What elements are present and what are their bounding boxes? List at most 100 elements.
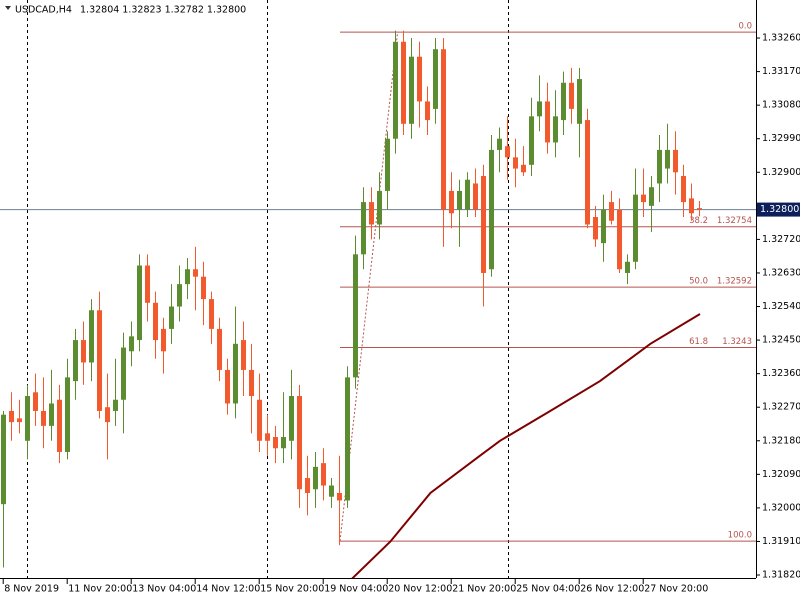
candle-body xyxy=(633,194,638,262)
candle-body xyxy=(481,176,486,273)
candle-body xyxy=(385,138,390,191)
candle-body xyxy=(1,414,6,505)
candle-body xyxy=(369,202,374,225)
candle-body xyxy=(553,116,558,143)
candle-body xyxy=(281,437,286,449)
candle-body xyxy=(145,265,150,303)
fib-ratio-label: 100.0 xyxy=(728,531,752,541)
candle-body xyxy=(569,82,574,109)
candle-body xyxy=(49,403,54,426)
candle-body xyxy=(41,410,46,426)
x-tick-label: 27 Nov 20:00 xyxy=(644,584,708,595)
candle-body xyxy=(297,396,302,490)
candle-body xyxy=(329,485,334,497)
candle-body xyxy=(377,190,382,225)
ohlc-label: 1.32804 1.32823 1.32782 1.32800 xyxy=(80,5,246,16)
candle-body xyxy=(449,190,454,214)
candle-body xyxy=(601,209,606,244)
candle-body xyxy=(561,82,566,121)
candle-body xyxy=(129,336,134,352)
candle-body xyxy=(169,306,174,329)
candle-body xyxy=(217,328,222,370)
candle-body xyxy=(153,302,158,341)
y-tick-label: 1.32720 xyxy=(762,234,800,245)
x-tick-label: 25 Nov 04:00 xyxy=(516,584,580,595)
candle-body xyxy=(425,101,430,121)
candle-body xyxy=(577,79,582,124)
candle-body xyxy=(521,164,526,173)
candle-body xyxy=(321,463,326,486)
candle-body xyxy=(641,194,646,203)
candle-body xyxy=(529,116,534,165)
candle-body xyxy=(457,190,462,210)
fib-price-label: 1.32592 xyxy=(717,277,752,287)
candle-body xyxy=(25,396,30,441)
y-tick-label: 1.32990 xyxy=(762,133,800,144)
current-price-label: 1.32800 xyxy=(760,204,799,215)
candle-body xyxy=(17,418,22,423)
candle-body xyxy=(689,198,694,214)
y-tick-label: 1.32360 xyxy=(762,368,800,379)
fib-price-label: 1.3243 xyxy=(722,337,752,347)
candle-body xyxy=(345,377,350,501)
candle-body xyxy=(537,101,542,117)
y-tick-label: 1.33170 xyxy=(762,66,800,77)
candle-body xyxy=(121,347,126,400)
candle-body xyxy=(97,310,102,411)
candle-body xyxy=(513,157,518,169)
y-tick-label: 1.31820 xyxy=(762,570,800,581)
candle-body xyxy=(409,56,414,124)
y-tick-label: 1.32270 xyxy=(762,402,800,413)
moving-average xyxy=(351,313,701,578)
plot-area: 0.0 1.32754 38.2 1.32592 50.0 1.3243 61.8 100.0 xyxy=(0,22,756,578)
candle-body xyxy=(393,41,398,139)
candle-body xyxy=(273,437,278,449)
candle-body xyxy=(497,138,502,150)
candle-body xyxy=(137,265,142,341)
x-tick-label: 20 Nov 12:00 xyxy=(388,584,452,595)
candle-body xyxy=(625,261,630,273)
candle-body xyxy=(225,369,230,404)
candle-body xyxy=(249,369,254,397)
candle-body xyxy=(649,187,654,206)
candle-body xyxy=(73,340,78,382)
candle-body xyxy=(313,466,318,490)
candle-body xyxy=(465,179,470,210)
candle-body xyxy=(193,269,198,277)
candle-body xyxy=(697,208,702,210)
candle-body xyxy=(441,49,446,210)
candle-body xyxy=(289,396,294,441)
fib-ratio-label: 61.8 xyxy=(689,337,708,347)
candle-body xyxy=(81,340,86,363)
candle-body xyxy=(33,392,38,411)
x-tick-label: 19 Nov 04:00 xyxy=(324,584,388,595)
candle-body xyxy=(657,149,662,184)
x-tick-label: 21 Nov 20:00 xyxy=(452,584,516,595)
candle-body xyxy=(673,149,678,173)
fib-price-label: 1.32754 xyxy=(717,216,752,226)
candle-body xyxy=(185,269,190,285)
y-tick-label: 1.32900 xyxy=(762,167,800,178)
x-tick-label: 15 Nov 20:00 xyxy=(260,584,324,595)
candle-body xyxy=(617,209,622,270)
candle-body xyxy=(233,343,238,404)
candle-body xyxy=(257,399,262,441)
candle-body xyxy=(161,328,166,352)
x-tick-label: 11 Nov 20:00 xyxy=(68,584,132,595)
candle-body xyxy=(433,49,438,109)
y-tick-label: 1.32180 xyxy=(762,435,800,446)
candle-body xyxy=(265,433,270,441)
title-icon xyxy=(5,6,11,10)
candle-body xyxy=(177,284,182,307)
candle-body xyxy=(65,377,70,452)
candle-body xyxy=(337,492,342,501)
candle-body xyxy=(401,41,406,124)
candle-body xyxy=(489,149,494,270)
current-price-box xyxy=(757,202,800,217)
candle-body xyxy=(9,410,14,423)
candle-body xyxy=(57,399,62,452)
candle-body xyxy=(113,399,118,411)
candle-body xyxy=(681,176,686,203)
